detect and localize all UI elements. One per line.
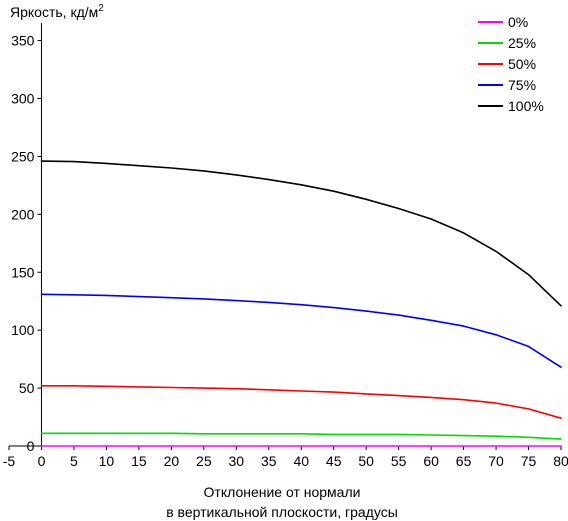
x-axis-title-line-1: Отклонение от нормали [204,484,361,500]
series-lines [40,160,562,447]
x-tick-label: 70 [488,453,504,469]
y-tick-label: 300 [11,91,35,107]
x-tick-label: 5 [70,453,78,469]
legend-label-0pct: 0% [508,14,528,30]
series-line-25pct [40,432,562,440]
y-tick-label: 350 [11,33,35,49]
x-axis-title-line-2: в вертикальной плоскости, градусы [166,504,398,520]
x-tick-label: -5 [3,453,16,469]
x-tick-label: 35 [261,453,277,469]
y-tick-label: 250 [11,148,35,164]
x-tick-label: 40 [293,453,309,469]
x-tick-label: 45 [326,453,342,469]
series-line-50pct [40,384,562,420]
y-axis-title-text: Яркость, кд/м [10,4,98,20]
y-tick-label: 0 [27,438,35,454]
x-tick-label: 55 [391,453,407,469]
y-tick-label: 200 [11,206,35,222]
x-tick-label: 50 [358,453,374,469]
y-tick-label: 100 [11,322,35,338]
legend-label-75pct: 75% [508,77,536,93]
x-tick-label: 60 [423,453,439,469]
axes: -5 0 5 10 15 20 25 30 35 40 45 50 55 60 65 70 75 80 0 50 100… [3,23,568,469]
series-line-75pct [40,293,562,369]
x-tick-label: 75 [521,453,537,469]
y-tick-label: 150 [11,264,35,280]
x-tick-label: 0 [38,453,46,469]
x-tick-label: 80 [553,453,568,469]
legend: 0% 25% 50% 75% 100% [478,14,544,114]
legend-label-50pct: 50% [508,56,536,72]
y-axis-title-superscript: 2 [98,3,104,14]
x-tick-label: 20 [164,453,180,469]
x-tick-label: 10 [99,453,115,469]
series-line-100pct [40,160,562,307]
y-tick-label: 50 [19,380,35,396]
x-tick-label: 15 [131,453,147,469]
legend-label-25pct: 25% [508,35,536,51]
x-tick-label: 30 [229,453,245,469]
legend-label-100pct: 100% [508,98,544,114]
x-tick-label: 25 [196,453,212,469]
y-axis-title: Яркость, кд/м2 [10,3,104,20]
x-tick-label: 65 [456,453,472,469]
